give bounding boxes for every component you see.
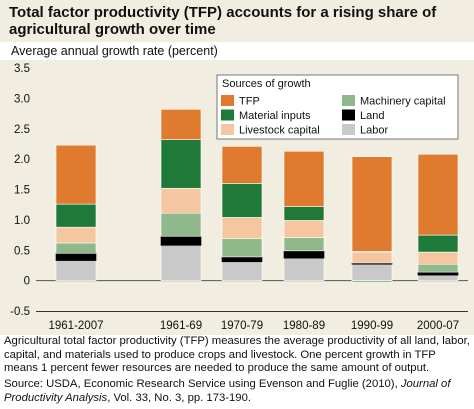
legend-box	[216, 74, 459, 140]
bar-segment-labor	[221, 261, 263, 281]
bar-segment-labor	[351, 263, 393, 281]
legend-swatch-machinery-capital	[342, 95, 355, 106]
x-tick-label: 1990-99	[351, 320, 393, 332]
bar-segment-machinery-capital	[55, 242, 97, 254]
legend: Sources of growth TFP Machinery capital Mat…	[216, 74, 459, 140]
legend-label: Land	[360, 110, 384, 122]
legend-label: Labor	[360, 125, 388, 137]
x-tick-label: 1970-79	[221, 320, 263, 332]
bar-segment-land	[160, 235, 202, 246]
chart-note: Agricultural total factor productivity (…	[4, 335, 470, 374]
legend-swatch-tfp	[221, 95, 234, 106]
bar-segment-land	[55, 252, 97, 261]
chart-source: Source: USDA, Economic Research Service …	[4, 378, 470, 405]
y-tick-label: 1.0	[14, 215, 30, 227]
bar-segment-labor	[160, 245, 202, 281]
bar-segment-tfp	[221, 146, 263, 184]
bar-segment-material-inputs	[221, 183, 263, 218]
x-tick-label: 1980-89	[283, 320, 325, 332]
bar-stack-1970-79	[221, 146, 263, 281]
bar-segment-machinery-capital	[221, 238, 263, 258]
chart-title: Total factor productivity (TFP) accounts…	[9, 4, 437, 38]
source-prefix: Source: USDA, Economic Research Service …	[4, 378, 401, 390]
chart-svg: -0.500.51.01.52.02.53.03.5 1961-2007 1961…	[10, 63, 468, 332]
legend-label: Machinery capital	[360, 96, 446, 108]
bar-segment-land	[283, 250, 325, 259]
x-tick-label: 2000-07	[417, 320, 459, 332]
legend-label: Material inputs	[239, 110, 311, 122]
bar-segment-livestock-capital	[55, 226, 97, 244]
y-tick-label: 3.0	[14, 93, 30, 105]
source-journal: Journal of Productivity Analysis	[4, 378, 451, 404]
y-tick-label: 3.5	[14, 63, 30, 75]
bar-segment-tfp	[351, 156, 393, 252]
bar-segment-material-inputs	[55, 203, 97, 228]
bar-segment-machinery-capital	[160, 212, 202, 237]
y-tick-label: -0.5	[10, 306, 30, 318]
legend-label: TFP	[239, 96, 260, 108]
bar-segment-machinery-capital	[417, 263, 459, 273]
x-tick-label: 1961-2007	[49, 320, 104, 332]
bar-stack-2000-07	[417, 153, 459, 281]
bar-segment-livestock-capital	[221, 217, 263, 240]
bar-segment-labor	[417, 274, 459, 281]
title-banner: Total factor productivity (TFP) accounts…	[0, 0, 474, 42]
x-tick-labels: 1961-2007 1961-69 1970-79 1980-89 1990-99 200…	[49, 320, 460, 332]
y-tick-label: 2.5	[14, 124, 30, 136]
source-suffix: , Vol. 33, No. 3, pp. 173-190.	[107, 391, 252, 404]
bar-segment-material-inputs	[160, 139, 202, 189]
legend-label: Livestock capital	[239, 125, 320, 137]
bar-stack-1980-89	[283, 150, 325, 281]
y-ticks: -0.5 0 0.5 1.0 1.5 2.0 2.5 3.0 3.5	[10, 63, 468, 318]
x-tick-label: 1961-69	[160, 320, 202, 332]
bar-segment-livestock-capital	[417, 251, 459, 265]
legend-swatch-livestock-capital	[221, 124, 234, 135]
bar-stack-1961-2007	[55, 144, 97, 281]
legend-title: Sources of growth	[222, 78, 311, 90]
bar-stack-1990-99	[351, 156, 393, 283]
bar-segment-machinery-capital	[351, 280, 393, 283]
bar-segment-machinery-capital	[283, 237, 325, 252]
bar-segment-tfp	[160, 109, 202, 140]
y-tick-label: 1.5	[14, 185, 30, 197]
bar-segment-material-inputs	[283, 206, 325, 221]
bar-segment-livestock-capital	[283, 220, 325, 238]
bar-segment-labor	[55, 260, 97, 281]
bar-segment-land	[417, 271, 459, 276]
bar-stack-1961-69	[160, 109, 202, 281]
bar-segment-land	[221, 256, 263, 263]
y-axis-label: Average annual growth rate (percent)	[11, 44, 218, 58]
y-tick-label: 0	[24, 276, 30, 288]
legend-swatch-labor	[342, 124, 355, 135]
bar-segment-tfp	[55, 144, 97, 205]
bars	[55, 109, 459, 283]
bar-segment-tfp	[283, 150, 325, 207]
bar-segment-livestock-capital	[351, 251, 393, 264]
legend-swatch-material-inputs	[221, 109, 234, 121]
y-tick-label: 2.0	[14, 154, 30, 166]
bar-segment-tfp	[417, 153, 459, 236]
y-tick-label: 0.5	[14, 245, 30, 257]
legend-swatch-land	[342, 109, 355, 121]
bar-segment-material-inputs	[417, 234, 459, 253]
bar-segment-labor	[283, 257, 325, 281]
bar-segment-livestock-capital	[160, 187, 202, 214]
